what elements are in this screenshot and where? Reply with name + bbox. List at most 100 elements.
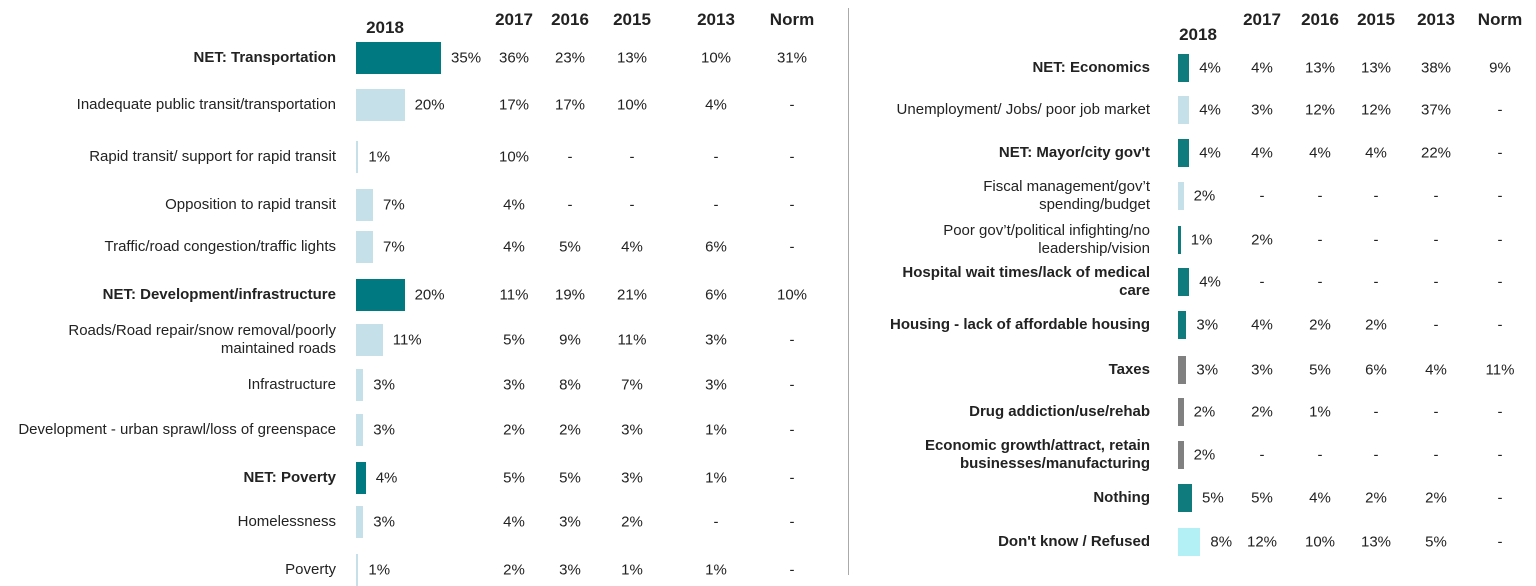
bar-value-label: 2%: [1193, 187, 1216, 205]
cell: -: [1497, 144, 1503, 162]
row-label: Taxes: [1108, 361, 1150, 378]
row-label: NET: Mayor/city gov't: [998, 144, 1150, 161]
bar: [1178, 311, 1187, 339]
bar: [356, 506, 364, 538]
cell: 1%: [705, 421, 727, 439]
cell: -: [789, 561, 795, 579]
cell: 36%: [498, 49, 530, 67]
cell: -: [1497, 316, 1503, 334]
cell: 6%: [705, 238, 727, 256]
cell: 21%: [616, 286, 648, 304]
cell: 31%: [776, 49, 808, 67]
cell: 4%: [503, 513, 525, 531]
column-header: 2016: [1301, 10, 1339, 29]
bar-value-label: 2%: [1193, 403, 1216, 421]
row-label: Roads/Road repair/snow removal/poorly ma…: [68, 322, 336, 357]
cell: -: [1373, 273, 1379, 291]
row-label: Development - urban sprawl/loss of green…: [18, 421, 336, 438]
cell: -: [1497, 101, 1503, 119]
cell: -: [1317, 231, 1323, 249]
cell: 12%: [1304, 101, 1336, 119]
cell: 2%: [1365, 316, 1387, 334]
row-label: Don't know / Refused: [998, 533, 1150, 550]
cell: 3%: [559, 561, 581, 579]
cell: 3%: [503, 376, 525, 394]
cell: 9%: [559, 331, 581, 349]
bar-value-label: 7%: [383, 238, 405, 256]
cell: 4%: [1309, 489, 1331, 507]
cell: -: [1497, 231, 1503, 249]
cell: -: [1317, 187, 1323, 205]
bar-value-label: 5%: [1202, 489, 1224, 507]
bar: [1178, 356, 1187, 384]
cell: 2%: [503, 421, 525, 439]
cell: -: [1497, 446, 1503, 464]
cell: 38%: [1420, 59, 1452, 77]
bar-value-label: 20%: [414, 286, 445, 304]
row-label: Poverty: [285, 561, 336, 578]
bar-value-label: 3%: [1196, 316, 1219, 334]
column-header: 2017: [1243, 10, 1281, 29]
cell: -: [789, 331, 795, 349]
cell: -: [1433, 403, 1439, 421]
cell: -: [713, 513, 719, 531]
row-label: Drug addiction/use/rehab: [969, 403, 1150, 420]
row-label: Fiscal management/gov’t spending/budget: [983, 178, 1150, 213]
bar: [356, 89, 405, 121]
bar-value-label: 4%: [1199, 273, 1221, 291]
divider: [848, 8, 849, 575]
cell: 9%: [1489, 59, 1511, 77]
cell: -: [1373, 231, 1379, 249]
cell: 7%: [621, 376, 643, 394]
cell: 3%: [621, 421, 643, 439]
bar-value-label: 4%: [375, 469, 398, 487]
cell: -: [789, 148, 795, 166]
row-label: Infrastructure: [247, 376, 336, 393]
cell: 4%: [503, 196, 525, 214]
cell: 4%: [1251, 144, 1273, 162]
row-label: NET: Development/infrastructure: [102, 286, 336, 303]
row-label: Unemployment/ Jobs/ poor job market: [896, 101, 1150, 118]
column-header: 2013: [1417, 10, 1455, 29]
cell: 4%: [503, 238, 525, 256]
bar: [1178, 96, 1190, 124]
cell: 1%: [705, 561, 727, 579]
row-label: Poor gov’t/political infighting/no leade…: [943, 222, 1150, 257]
cell: 2%: [1425, 489, 1447, 507]
cell: 37%: [1420, 101, 1452, 119]
cell: 2%: [503, 561, 525, 579]
cell: 1%: [621, 561, 643, 579]
cell: 3%: [559, 513, 581, 531]
cell: 4%: [621, 238, 643, 256]
cell: -: [1433, 273, 1439, 291]
cell: 2%: [559, 421, 581, 439]
cell: 3%: [705, 376, 727, 394]
cell: 12%: [1360, 101, 1392, 119]
cell: 11%: [499, 286, 529, 304]
bar: [1178, 484, 1192, 512]
cell: 5%: [503, 469, 525, 487]
bar: [356, 141, 359, 173]
bar-value-label: 3%: [1196, 361, 1219, 379]
bar-value-label: 1%: [368, 148, 391, 166]
bar-value-label: 1%: [368, 561, 391, 579]
cell: 4%: [705, 96, 727, 114]
cell: -: [789, 238, 795, 256]
cell: 6%: [1365, 361, 1387, 379]
bar-value-label: 3%: [373, 376, 395, 394]
cell: -: [789, 421, 795, 439]
bar: [1178, 182, 1184, 210]
cell: 5%: [503, 331, 525, 349]
cell: 3%: [705, 331, 727, 349]
cell: 10%: [700, 49, 732, 67]
bar: [1178, 398, 1184, 426]
cell: -: [1259, 446, 1265, 464]
cell: 13%: [1360, 533, 1392, 551]
bar: [356, 324, 383, 356]
bar: [1178, 441, 1184, 469]
row-label: NET: Poverty: [243, 469, 336, 486]
column-header: 2017: [495, 10, 533, 29]
bar: [356, 369, 364, 401]
cell: -: [789, 376, 795, 394]
